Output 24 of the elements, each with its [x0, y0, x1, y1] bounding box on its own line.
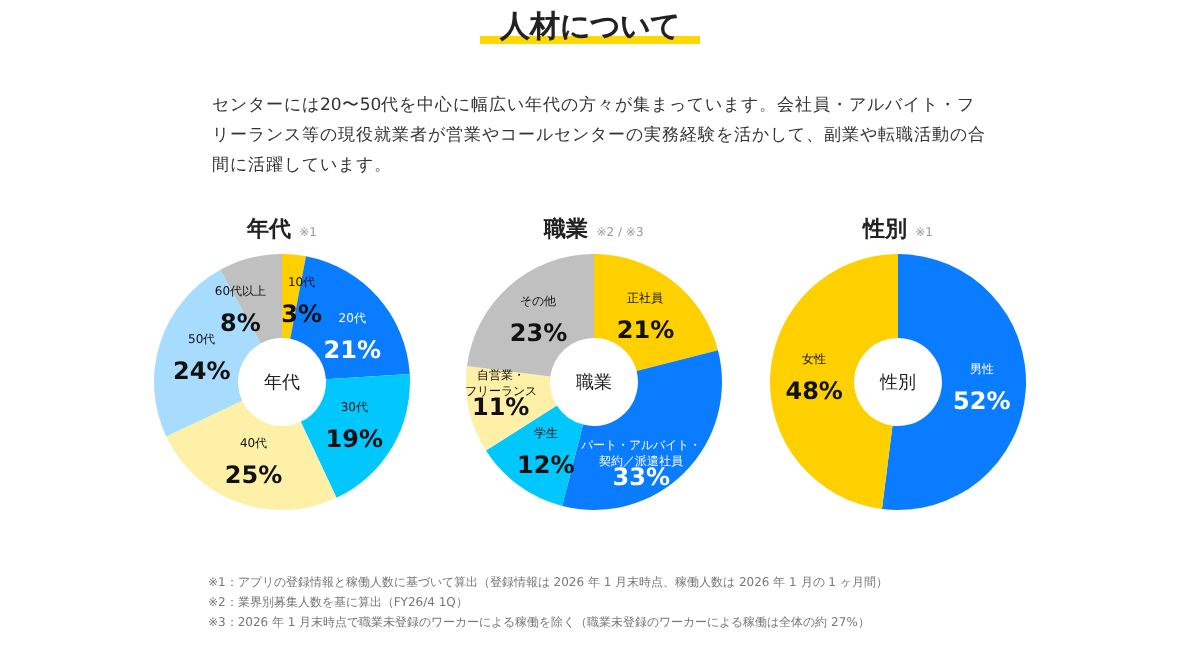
- chart-title: 職業: [544, 216, 589, 242]
- text: 性別: [878, 372, 916, 394]
- data-label: 11%: [471, 393, 530, 422]
- data-label: 12%: [516, 450, 575, 479]
- data-label: 24%: [172, 357, 231, 386]
- donut-slice: [881, 254, 1026, 510]
- data-label: 8%: [220, 309, 261, 338]
- data-label: 21%: [616, 315, 675, 344]
- text: 人材について: [480, 8, 700, 44]
- chart-title: 性別: [863, 216, 908, 242]
- text: 職業: [576, 372, 612, 394]
- data-label: 19%: [325, 424, 384, 453]
- data-label: 48%: [785, 376, 843, 405]
- data-label: 23%: [509, 318, 568, 347]
- text: 年代: [264, 372, 300, 394]
- donut-slice: [594, 254, 718, 372]
- chart-title: 年代: [247, 216, 292, 242]
- data-label: 52%: [953, 387, 1011, 416]
- data-label: 21%: [323, 335, 381, 364]
- data-label: 25%: [224, 461, 283, 490]
- donut-slice: [770, 254, 898, 509]
- donut-slice: [467, 254, 594, 377]
- donut-slice: [300, 373, 410, 498]
- text: センターには20〜50代を中心に幅広い年代の方々が集まっています。会社員・アルバイト・フリーランス等の現役就業者が営業やコールセンターの実務経験を活かして、副業や転職活動の合間に活躍しています。: [212, 93, 988, 180]
